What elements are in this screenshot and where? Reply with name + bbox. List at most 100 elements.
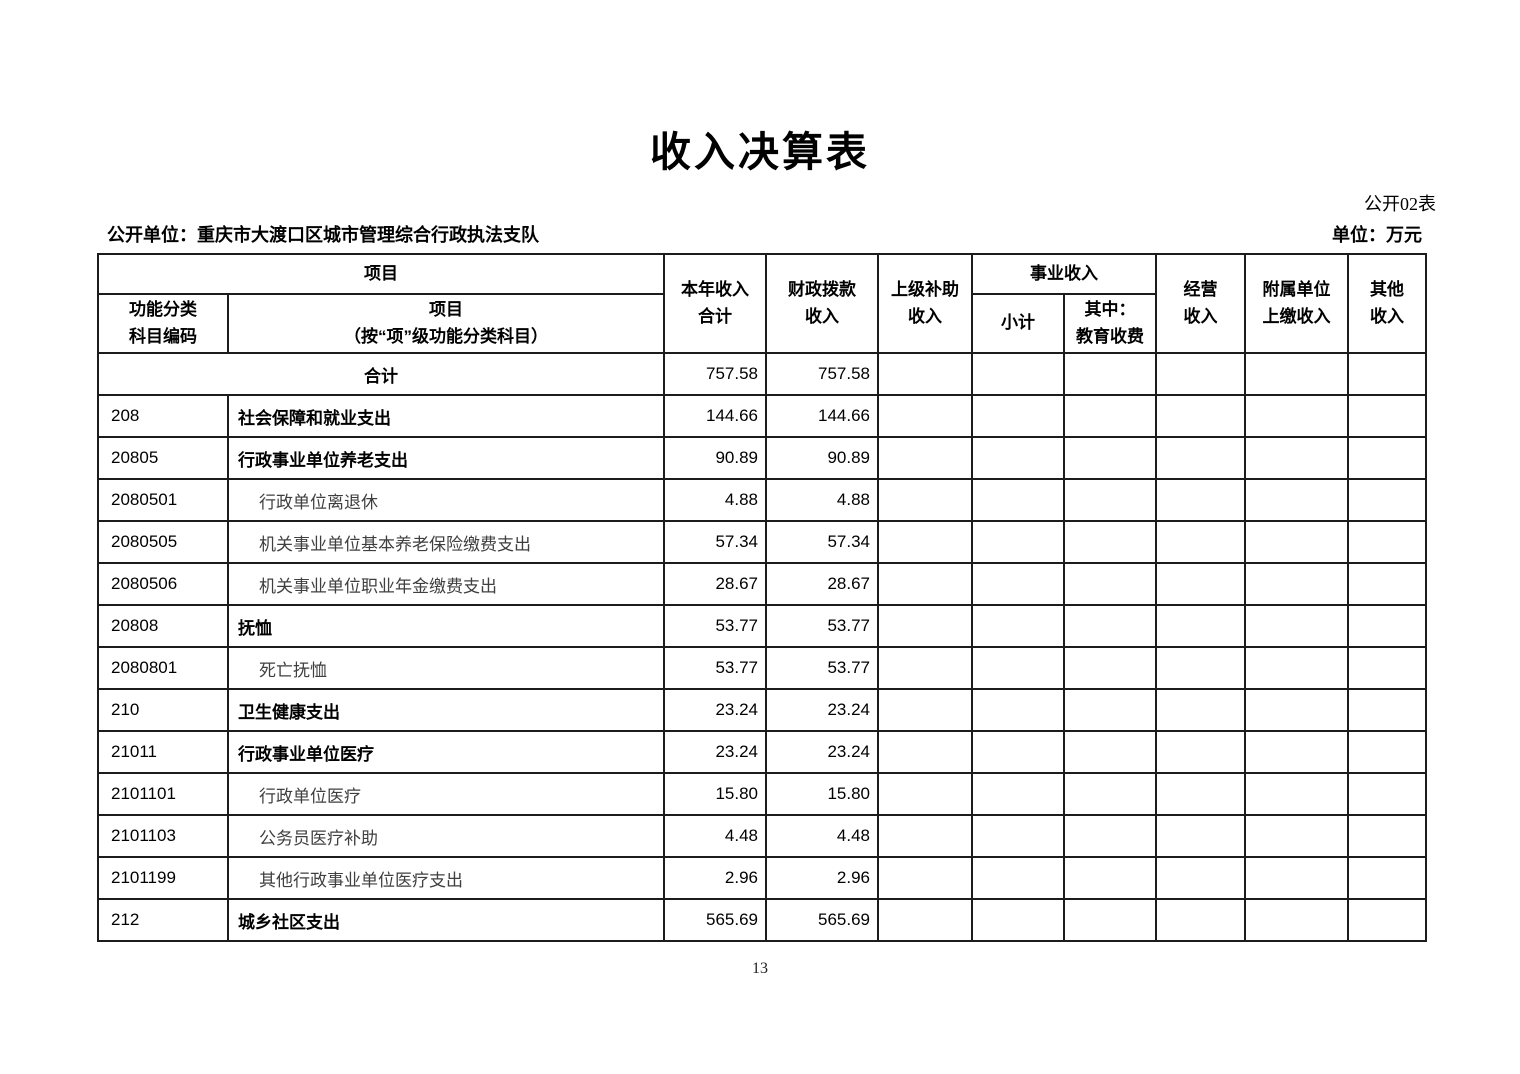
value-cell-fiscal: 90.89 [765,436,879,480]
value-cell-superior [877,814,973,858]
item-name-cell: 社会保障和就业支出 [227,394,665,438]
value-cell-subtotal [971,730,1065,774]
table-row: 2080501 行政单位离退休 4.88 4.88 [97,478,1427,522]
table-row: 合计 757.58 757.58 [97,352,1427,396]
header-item-group: 项目 [97,253,665,295]
value-cell-total: 90.89 [663,436,767,480]
item-name-cell: 行政事业单位医疗 [227,730,665,774]
value-cell-edu [1063,772,1157,816]
value-cell-operating [1155,478,1246,522]
value-cell-affiliated [1244,604,1349,648]
value-cell-affiliated [1244,814,1349,858]
value-cell-superior [877,730,973,774]
value-cell-subtotal [971,688,1065,732]
value-cell-operating [1155,814,1246,858]
value-cell-other [1347,352,1427,396]
function-code-cell: 2080505 [97,520,229,564]
value-cell-affiliated [1244,688,1349,732]
value-cell-operating [1155,562,1246,606]
value-cell-fiscal: 28.67 [765,562,879,606]
header-business-income-group: 事业收入 [971,253,1157,295]
value-cell-edu [1063,352,1157,396]
function-code-cell: 2101199 [97,856,229,900]
value-cell-fiscal: 23.24 [765,730,879,774]
value-cell-affiliated [1244,856,1349,900]
item-name-cell: 行政单位离退休 [227,478,665,522]
value-cell-fiscal: 57.34 [765,520,879,564]
value-cell-other [1347,646,1427,690]
value-cell-total: 23.24 [663,730,767,774]
value-cell-fiscal: 565.69 [765,898,879,942]
table-row: 21011 行政事业单位医疗 23.24 23.24 [97,730,1427,774]
function-code-cell: 20808 [97,604,229,648]
value-cell-subtotal [971,520,1065,564]
value-cell-subtotal [971,646,1065,690]
value-cell-affiliated [1244,730,1349,774]
function-code-cell: 212 [97,898,229,942]
function-code-cell: 2080801 [97,646,229,690]
value-cell-subtotal [971,394,1065,438]
item-name-cell: 抚恤 [227,604,665,648]
value-cell-subtotal [971,814,1065,858]
function-code-cell: 2080506 [97,562,229,606]
header-education-fees: 其中： 教育收费 [1063,293,1157,354]
value-cell-edu [1063,562,1157,606]
value-cell-subtotal [971,562,1065,606]
value-cell-total: 28.67 [663,562,767,606]
value-cell-total: 757.58 [663,352,767,396]
value-cell-other [1347,604,1427,648]
item-name-cell: 机关事业单位职业年金缴费支出 [227,562,665,606]
table-code-label: 公开02表 [1364,194,1436,214]
item-name-cell: 死亡抚恤 [227,646,665,690]
publishing-unit-label: 公开单位：重庆市大渡口区城市管理综合行政执法支队 [107,225,539,245]
value-cell-operating [1155,604,1246,648]
value-cell-superior [877,856,973,900]
value-cell-operating [1155,730,1246,774]
function-code-cell: 2080501 [97,478,229,522]
header-business-subtotal: 小计 [971,293,1065,354]
table-row: 2101103 公务员医疗补助 4.48 4.48 [97,814,1427,858]
value-cell-superior [877,436,973,480]
value-cell-superior [877,604,973,648]
value-cell-fiscal: 15.80 [765,772,879,816]
value-cell-affiliated [1244,436,1349,480]
value-cell-fiscal: 23.24 [765,688,879,732]
value-cell-operating [1155,394,1246,438]
value-cell-edu [1063,898,1157,942]
function-code-cell: 20805 [97,436,229,480]
value-cell-total: 4.88 [663,478,767,522]
header-affiliated-income: 附属单位 上缴收入 [1244,253,1349,354]
value-cell-operating [1155,352,1246,396]
value-cell-fiscal: 757.58 [765,352,879,396]
table-row: 20808 抚恤 53.77 53.77 [97,604,1427,648]
value-cell-subtotal [971,898,1065,942]
value-cell-affiliated [1244,646,1349,690]
value-cell-operating [1155,856,1246,900]
table-row: 2080801 死亡抚恤 53.77 53.77 [97,646,1427,690]
value-cell-affiliated [1244,898,1349,942]
item-name-cell: 卫生健康支出 [227,688,665,732]
value-cell-other [1347,394,1427,438]
value-cell-edu [1063,814,1157,858]
value-cell-total: 53.77 [663,604,767,648]
table-body: 合计 757.58 757.58 208 社会保障和就业支出 144.66 144.66 20… [97,352,1427,942]
table-row: 212 城乡社区支出 565.69 565.69 [97,898,1427,942]
value-cell-total: 4.48 [663,814,767,858]
value-cell-superior [877,394,973,438]
item-name-cell: 公务员医疗补助 [227,814,665,858]
item-name-cell: 机关事业单位基本养老保险缴费支出 [227,520,665,564]
value-cell-superior [877,688,973,732]
value-cell-fiscal: 2.96 [765,856,879,900]
value-cell-operating [1155,898,1246,942]
total-row-label: 合计 [97,352,665,396]
table-row: 2080506 机关事业单位职业年金缴费支出 28.67 28.67 [97,562,1427,606]
page-number: 13 [752,960,768,977]
value-cell-operating [1155,520,1246,564]
value-cell-other [1347,688,1427,732]
item-name-cell: 行政事业单位养老支出 [227,436,665,480]
value-cell-subtotal [971,352,1065,396]
value-cell-edu [1063,856,1157,900]
value-cell-other [1347,730,1427,774]
item-name-cell: 城乡社区支出 [227,898,665,942]
table-row: 20805 行政事业单位养老支出 90.89 90.89 [97,436,1427,480]
